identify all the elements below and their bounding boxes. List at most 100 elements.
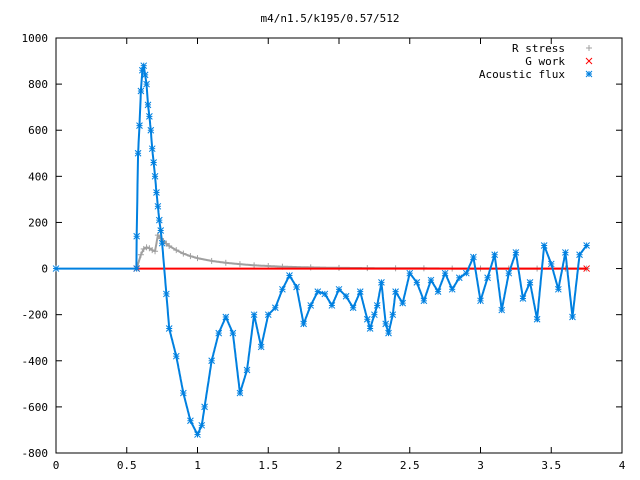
data-point [149, 247, 156, 254]
data-point [293, 283, 300, 291]
data-point [314, 288, 322, 295]
data-point [389, 311, 397, 319]
data-point [363, 315, 371, 323]
legend-marker [585, 70, 593, 78]
data-point [222, 259, 229, 266]
data-point [243, 366, 251, 374]
data-point [455, 274, 463, 282]
data-point [477, 297, 484, 305]
data-point [143, 80, 150, 88]
data-point [321, 290, 329, 298]
data-point [134, 149, 142, 157]
data-point [271, 304, 279, 312]
data-point [484, 274, 491, 282]
data-point [257, 343, 265, 351]
data-point [163, 290, 170, 298]
data-point [137, 87, 145, 95]
data-point [157, 227, 165, 234]
data-point [569, 313, 576, 321]
data-point [547, 260, 555, 268]
data-point [133, 265, 141, 272]
y-tick-label: -600 [22, 401, 49, 414]
x-tick-label: 1.5 [258, 459, 278, 472]
data-point [491, 251, 499, 259]
x-tick-label: 0.5 [117, 459, 137, 472]
data-point [373, 302, 381, 309]
y-tick-label: 200 [28, 216, 48, 229]
x-tick-label: 2 [336, 459, 343, 472]
data-point [392, 288, 399, 295]
data-point [152, 248, 159, 255]
data-point [366, 325, 374, 332]
data-point [441, 269, 449, 277]
data-point [143, 244, 150, 251]
data-point [448, 285, 456, 293]
data-point [385, 329, 392, 337]
data-point [554, 285, 562, 293]
data-point [198, 421, 206, 429]
legend-label: Acoustic flux [479, 68, 565, 81]
data-point [137, 251, 144, 258]
data-point [399, 299, 407, 307]
x-tick-label: 4 [619, 459, 626, 472]
y-tick-label: -800 [22, 447, 49, 460]
data-point [470, 253, 477, 261]
data-point [201, 403, 208, 411]
data-point [208, 257, 215, 264]
data-point [136, 122, 143, 129]
data-point [286, 272, 293, 279]
data-point [519, 295, 527, 302]
data-point [229, 329, 237, 337]
y-tick-label: 1000 [22, 32, 49, 45]
data-point [146, 113, 153, 120]
data-point [155, 216, 163, 224]
data-point [147, 126, 155, 134]
series-trace [56, 63, 588, 437]
y-tick-label: 800 [28, 78, 48, 91]
data-point [307, 302, 315, 309]
legend-item: G work [525, 55, 593, 68]
data-point [172, 352, 180, 360]
axes: 0 0.5 1 1.5 2 2.5 3 3.5 4 -800 -600 -400 -200 0 200 400… [22, 32, 626, 472]
data-point [264, 311, 272, 319]
data-point [328, 302, 336, 309]
data-point [427, 276, 435, 284]
legend-label: G work [525, 55, 565, 68]
x-tick-label: 2.5 [400, 459, 420, 472]
x-tick-label: 3 [477, 459, 484, 472]
data-point [462, 269, 470, 277]
data-point [378, 279, 385, 286]
legend-item: Acoustic flux [479, 68, 593, 81]
data-point [150, 159, 157, 166]
data-point [52, 265, 60, 272]
data-point [356, 288, 364, 295]
data-point [133, 232, 141, 240]
data-point [371, 311, 378, 319]
data-point [526, 279, 534, 286]
data-point [179, 389, 187, 397]
data-point [406, 269, 414, 277]
x-tick-label: 0 [53, 459, 60, 472]
data-point [342, 292, 350, 300]
data-point [153, 189, 160, 196]
series-acoustic-flux [52, 62, 590, 438]
x-tick-label: 1 [194, 459, 201, 472]
y-tick-label: 0 [41, 263, 48, 276]
legend-marker [586, 45, 592, 51]
data-point [250, 311, 258, 319]
x-tick-label: 3.5 [541, 459, 561, 472]
data-point [413, 279, 421, 286]
data-point [187, 417, 194, 425]
data-point [505, 269, 513, 277]
series-g-work [133, 265, 590, 272]
data-point [151, 172, 159, 180]
data-point [141, 71, 149, 79]
y-tick-label: -400 [22, 355, 49, 368]
data-point [215, 329, 223, 337]
data-point [154, 202, 162, 210]
data-point [140, 62, 148, 70]
data-point [420, 297, 428, 305]
data-point [236, 389, 244, 397]
